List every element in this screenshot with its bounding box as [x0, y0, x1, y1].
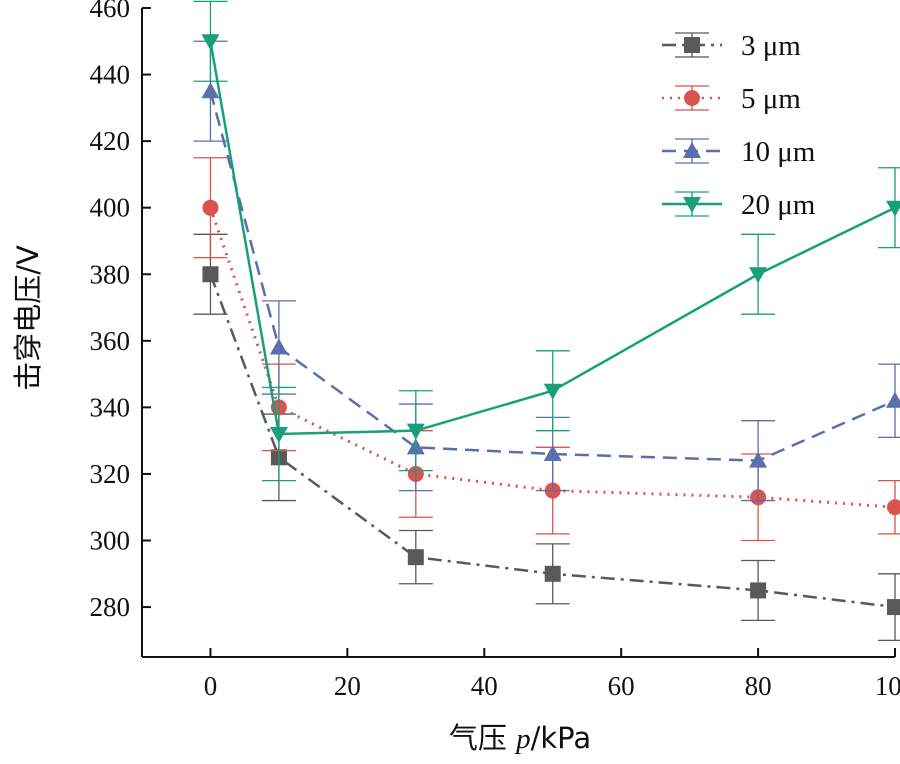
- data-point: [202, 199, 219, 216]
- legend-item: 3 μm: [662, 30, 801, 62]
- y-tick-label: 380: [90, 259, 131, 289]
- x-tick-label: 20: [334, 671, 361, 701]
- data-point: [749, 451, 768, 468]
- x-tick-label: 100: [875, 671, 900, 701]
- legend-item: 5 μm: [662, 83, 801, 115]
- data-point: [269, 427, 288, 444]
- series-line: [209, 90, 896, 462]
- series-group: [193, 40, 900, 502]
- legend-label: 3 μm: [741, 30, 801, 62]
- y-tick-label: 280: [90, 592, 131, 622]
- data-point: [887, 499, 900, 516]
- data-point: [543, 383, 562, 400]
- legend-label: 5 μm: [741, 83, 801, 115]
- data-point: [886, 391, 900, 408]
- data-point: [886, 200, 900, 217]
- series-line: [209, 41, 896, 436]
- legend: 3 μm 5 μm 10 μm 20 μm: [662, 30, 816, 221]
- data-point: [201, 82, 220, 99]
- y-tick-label: 420: [90, 126, 131, 156]
- axes: 0 20 40 60 80 100 280 300 320 340 360 380 400 420 440 4…: [90, 0, 900, 701]
- data-point: [887, 599, 900, 616]
- x-tick-label: 60: [608, 671, 635, 701]
- series-group: [193, 233, 900, 642]
- legend-item: 20 μm: [662, 189, 816, 221]
- legend-marker: [683, 197, 701, 213]
- legend-item: 10 μm: [662, 136, 816, 168]
- x-axis-title: 气压 p/kPa: [449, 721, 591, 755]
- x-axis-title-unit: /kPa: [531, 721, 592, 755]
- data-point: [407, 549, 424, 566]
- y-tick-label: 340: [90, 392, 131, 422]
- series-line: [209, 273, 896, 609]
- y-tick-label: 460: [90, 0, 131, 23]
- x-axis-title-variable: p: [514, 723, 531, 755]
- series-group: [193, 0, 900, 482]
- x-tick-label: 0: [204, 671, 218, 701]
- series-line: [209, 207, 896, 509]
- series-layer: [193, 0, 900, 642]
- y-tick-label: 440: [90, 60, 131, 90]
- y-tick-label: 320: [90, 459, 131, 489]
- y-axis-title: 击穿电压/V: [11, 245, 45, 391]
- data-point: [269, 338, 288, 355]
- data-point: [202, 266, 219, 283]
- data-point: [201, 34, 220, 51]
- data-point: [543, 444, 562, 461]
- data-point: [749, 267, 768, 284]
- legend-label: 10 μm: [741, 136, 816, 168]
- legend-marker: [683, 142, 701, 158]
- legend-label: 20 μm: [741, 189, 816, 221]
- y-tick-label: 400: [90, 193, 131, 223]
- x-axis-title-prefix: 气压: [449, 721, 516, 755]
- y-tick-label: 360: [90, 326, 131, 356]
- y-tick-label: 300: [90, 526, 131, 556]
- x-tick-label: 40: [471, 671, 498, 701]
- x-tick-label: 80: [745, 671, 772, 701]
- data-point: [544, 565, 561, 582]
- data-point: [406, 423, 425, 440]
- legend-marker: [684, 90, 700, 106]
- legend-marker: [684, 37, 700, 53]
- data-point: [750, 582, 767, 599]
